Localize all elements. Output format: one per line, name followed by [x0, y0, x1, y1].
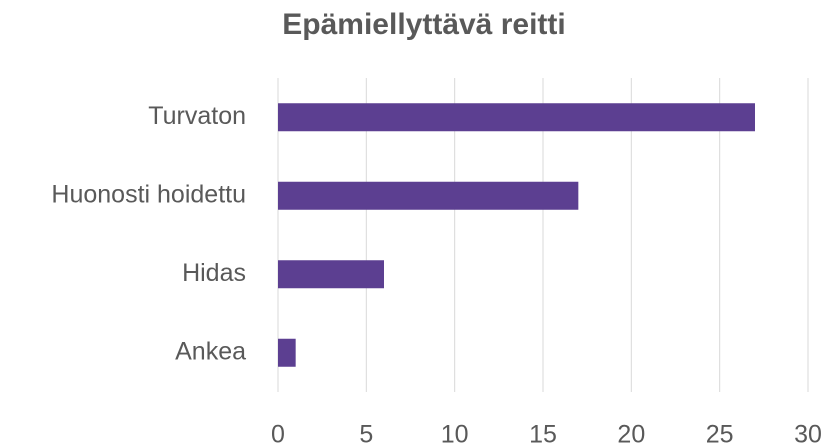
- x-tick-label: 20: [617, 421, 645, 448]
- y-tick-label: Ankea: [175, 337, 246, 365]
- y-tick-label: Huonosti hoidettu: [51, 180, 246, 208]
- y-tick-label: Turvaton: [148, 102, 246, 130]
- bar: [278, 338, 296, 367]
- bar: [278, 260, 384, 289]
- bar: [278, 181, 579, 210]
- x-tick-label: 0: [271, 421, 285, 448]
- bar: [278, 103, 755, 132]
- x-tick-label: 10: [441, 421, 469, 448]
- y-tick-label: Hidas: [182, 259, 246, 287]
- x-tick-label: 5: [359, 421, 373, 448]
- x-tick-label: 30: [794, 421, 822, 448]
- chart-title: Epämiellyttävä reitti: [282, 8, 565, 41]
- x-tick-label: 15: [529, 421, 557, 448]
- x-tick-label: 25: [706, 421, 734, 448]
